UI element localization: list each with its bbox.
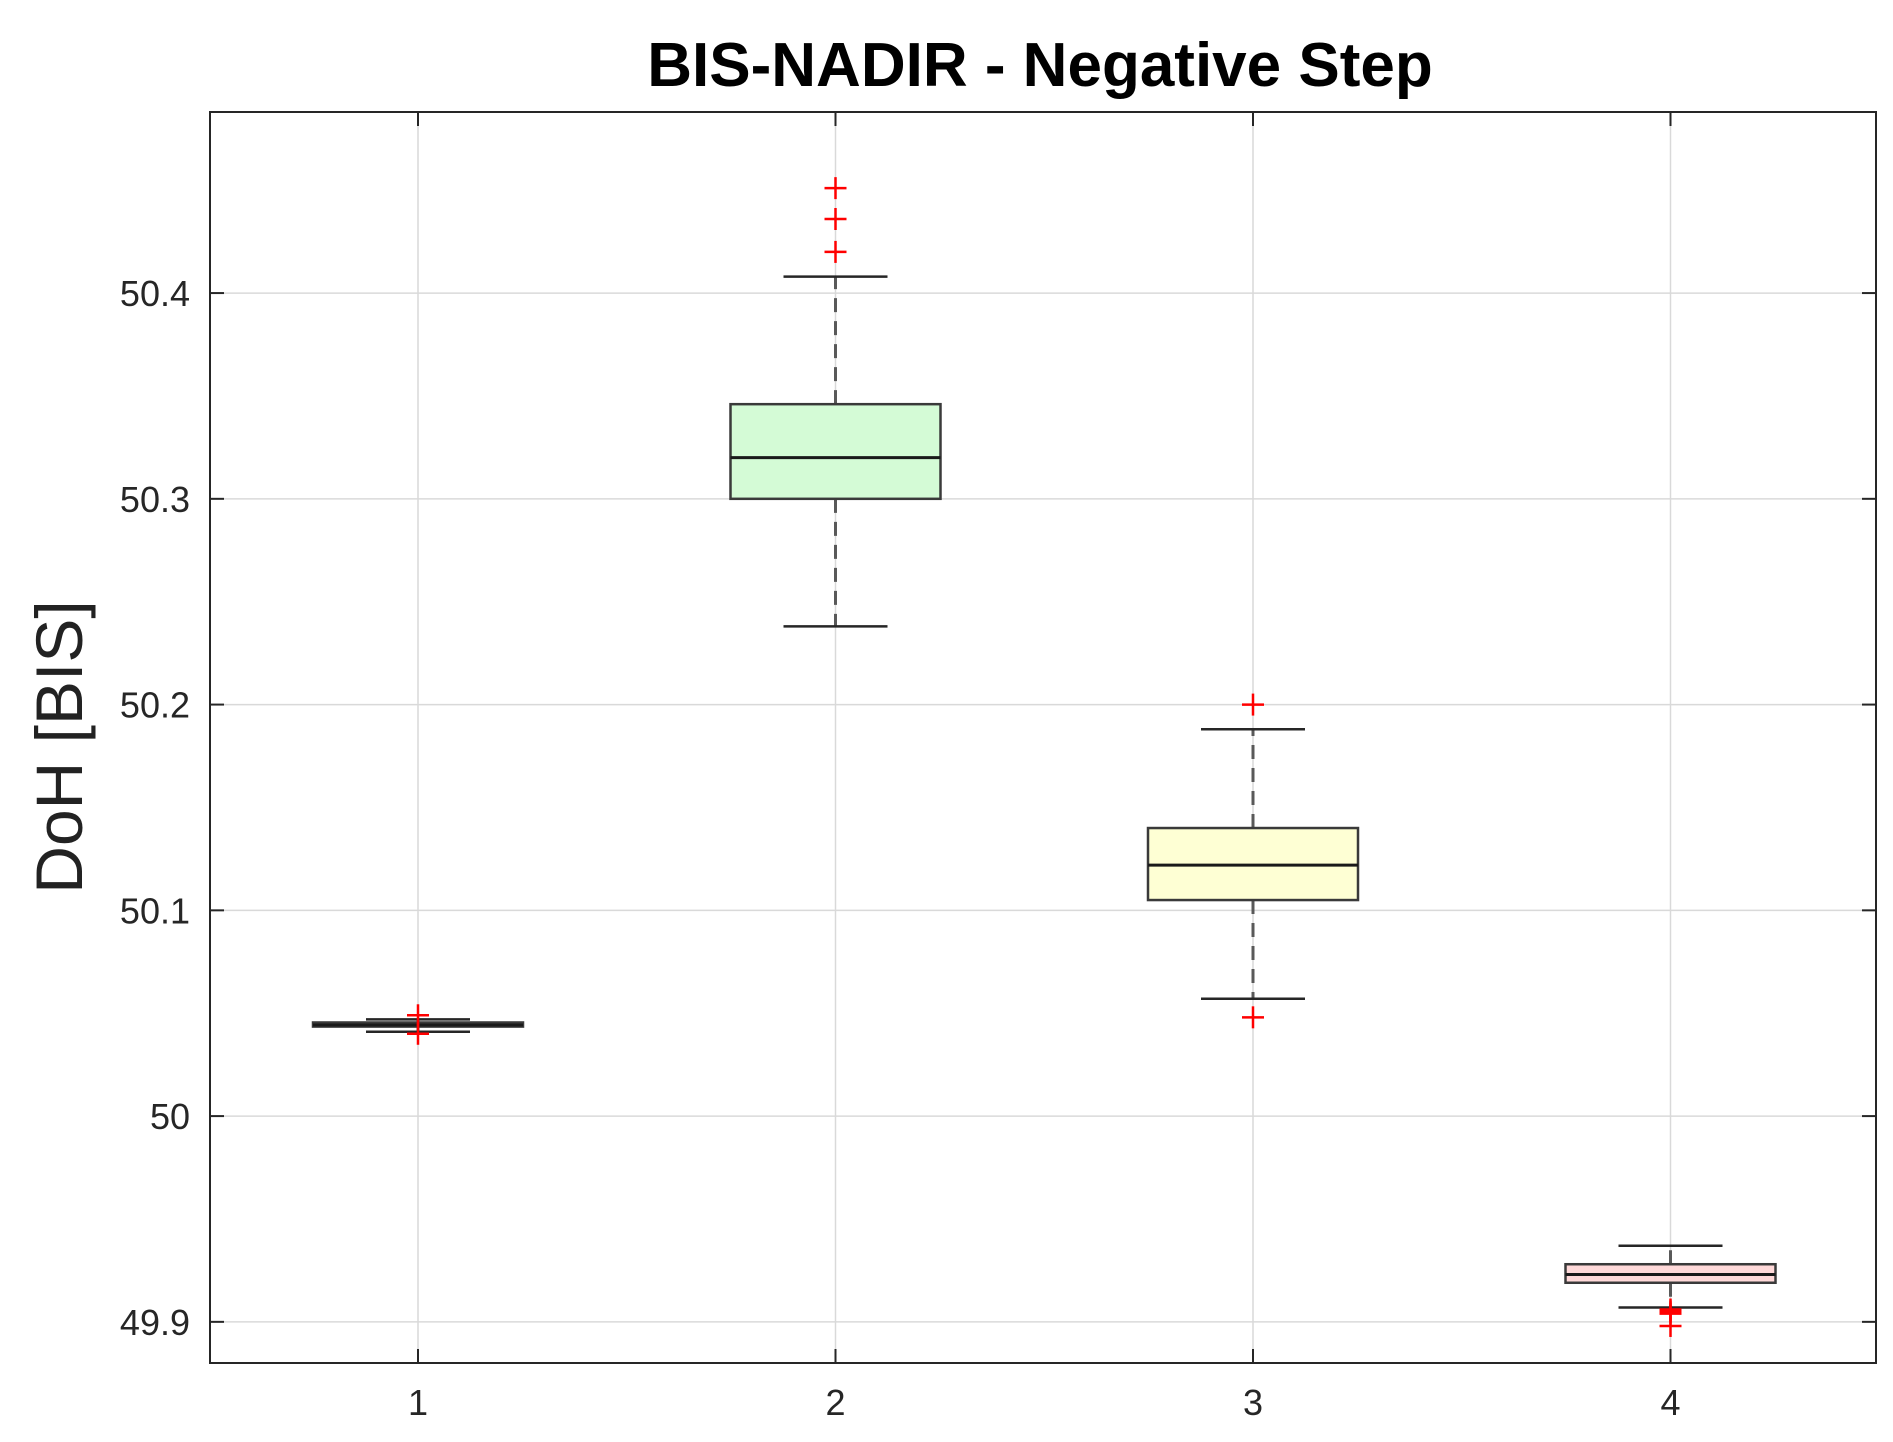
grid-lines — [210, 112, 1876, 1363]
outlier-marker — [407, 1004, 429, 1027]
outlier-marker — [824, 177, 847, 200]
plot-frame — [209, 111, 1877, 1364]
y-tick-label: 50.2 — [120, 685, 190, 726]
outlier-marker — [1659, 1314, 1682, 1337]
outlier-marker — [824, 240, 847, 263]
y-axis-label: DoH [BIS] — [22, 600, 96, 893]
outlier-marker — [1242, 693, 1264, 716]
boxes — [311, 177, 1777, 1337]
outlier-marker — [1242, 1006, 1264, 1029]
y-tick-label: 50.4 — [120, 273, 190, 314]
x-tick-label: 1 — [408, 1382, 428, 1423]
y-tick-label: 49.9 — [120, 1302, 190, 1343]
chart-title: BIS-NADIR - Negative Step — [647, 31, 1432, 100]
outlier-marker — [407, 1022, 429, 1045]
outlier-marker — [824, 207, 847, 230]
y-tick-label: 50.1 — [120, 890, 190, 931]
box-group-4 — [1564, 1244, 1777, 1337]
box-group-1 — [311, 1004, 525, 1045]
box-group-2 — [729, 177, 942, 628]
iqr-box — [729, 402, 942, 501]
box-group-3 — [1146, 693, 1360, 1029]
y-tick-label: 50 — [150, 1096, 190, 1137]
x-tick-label: 4 — [1660, 1382, 1680, 1423]
x-tick-label: 3 — [1243, 1382, 1263, 1423]
axis-ticks: 49.9 50 50.1 50.2 50.3 50.4 1 2 3 4 — [120, 112, 1876, 1423]
y-tick-label: 50.3 — [120, 479, 190, 520]
x-tick-label: 2 — [825, 1382, 845, 1423]
